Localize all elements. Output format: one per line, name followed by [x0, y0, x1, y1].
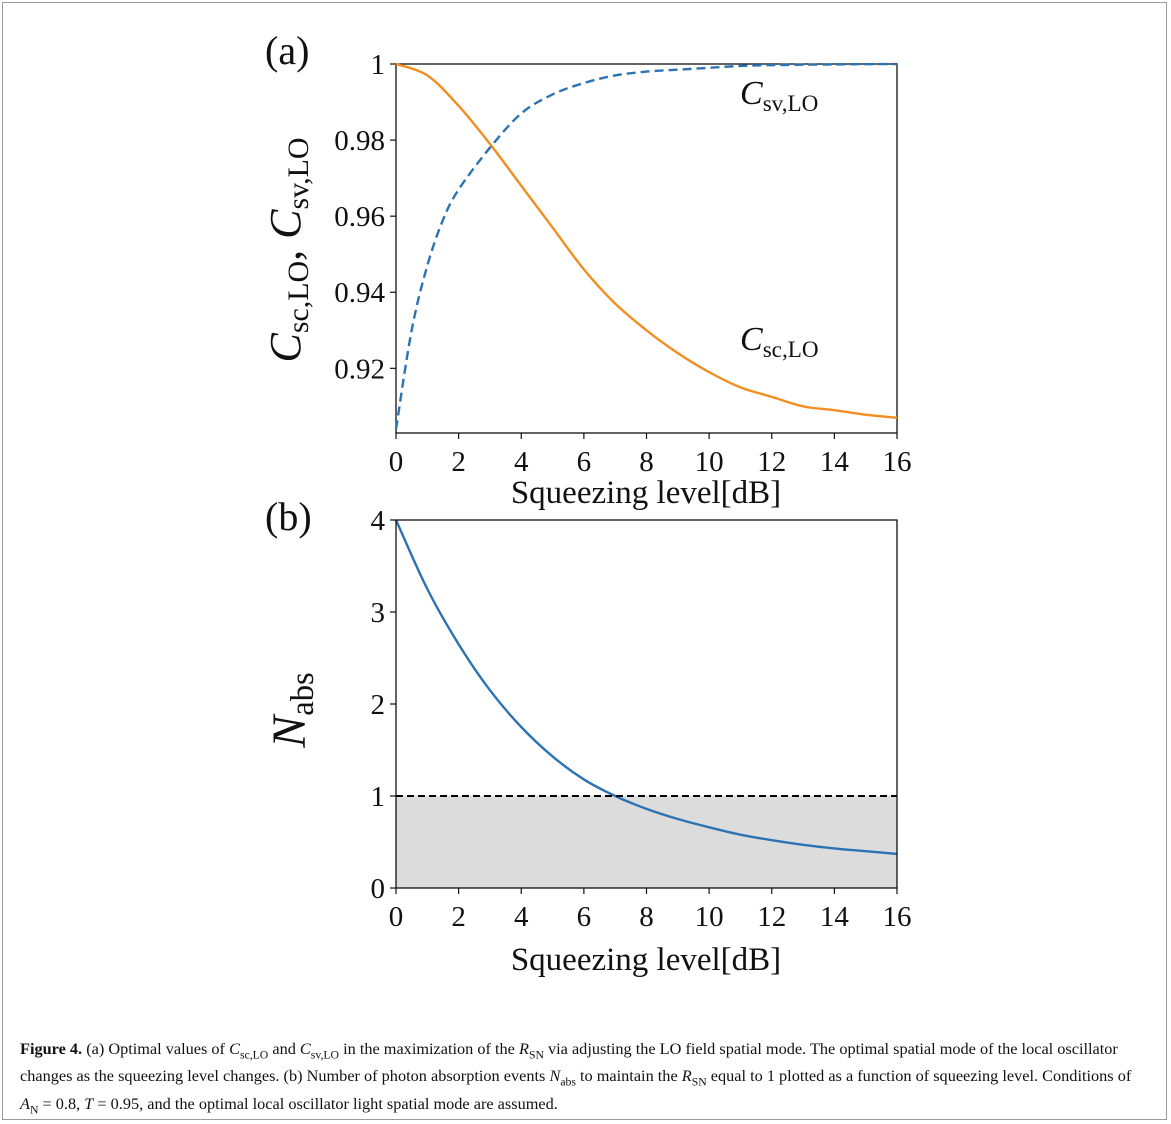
caption-c-sub-sv: sv,LO: [310, 1048, 340, 1062]
caption-text-7: , and the optimal local oscillator light…: [139, 1093, 558, 1113]
caption-r-sub: SN: [528, 1048, 544, 1062]
caption-r-sub-2: SN: [691, 1075, 707, 1089]
panel-b-ytick-label: 3: [371, 597, 386, 629]
caption-n-symbol: N: [549, 1066, 561, 1086]
caption-n-sub: abs: [560, 1075, 576, 1089]
panel-b-xtick-label: 6: [577, 901, 592, 933]
caption-text-5: to maintain the: [580, 1066, 682, 1086]
panel-b-ytick-label: 4: [371, 505, 386, 537]
panel-a-xtick-label: 4: [514, 446, 529, 478]
panel-a-label: (a): [265, 28, 309, 73]
panel-a-ytick-label: 0.92: [334, 353, 385, 385]
caption-r-symbol: R: [518, 1039, 529, 1058]
panel-b-label: (b): [265, 494, 312, 539]
panel-a-lines: [394, 62, 898, 430]
panel-a-ytick-label: 0.96: [334, 201, 385, 233]
panel-a-ticks: 0 2 4 6 8 10 12 14 16 0.92 0.94 0.96 0.98 1: [334, 49, 911, 478]
caption-t-symbol: T: [84, 1093, 94, 1113]
caption-a-value: = 0.8,: [38, 1093, 85, 1113]
panel-b-xtick-label: 16: [883, 901, 912, 933]
panel-a-series-line-1: [395, 62, 898, 419]
caption-a-symbol: A: [20, 1093, 30, 1113]
panel-b-lines: [394, 519, 898, 856]
panel-a: (a) 0 2 4 6 8 10 12 14 16 0.92 0.94 0.96 0.98 1 Squee…: [261, 28, 912, 511]
caption-c-symbol-2: C: [299, 1039, 311, 1058]
panel-b-ylabel: Nabs: [263, 672, 321, 749]
panel-b-xtick-label: 4: [514, 901, 529, 933]
panel-b-xtick-label: 12: [757, 901, 786, 933]
panel-b-xtick-label: 0: [389, 901, 404, 933]
caption-text-3: in the maximization of the: [343, 1039, 519, 1058]
panel-a-xlabel: Squeezing level[dB]: [511, 475, 781, 511]
panel-a-xtick-label: 0: [389, 446, 404, 478]
panel-a-ytick-label: 0.94: [334, 277, 385, 309]
panel-a-ytick-label: 0.98: [334, 125, 385, 157]
caption-r-symbol-2: R: [681, 1066, 692, 1086]
panel-a-xtick-label: 8: [639, 446, 654, 478]
panel-a-xtick-label: 10: [695, 446, 724, 478]
panel-a-xtick-label: 2: [451, 446, 466, 478]
panel-a-xtick-label: 16: [883, 446, 912, 478]
caption-text-1: (a) Optimal values of: [86, 1039, 230, 1058]
caption-t-value: = 0.95: [93, 1093, 140, 1113]
panel-a-xtick-label: 12: [757, 446, 786, 478]
panel-b-xtick-label: 8: [639, 901, 654, 933]
panel-a-xtick-label: 6: [577, 446, 592, 478]
panel-a-xtick-label: 14: [820, 446, 850, 478]
panel-b-shaded-region: [396, 796, 897, 888]
caption-figure-label: Figure 4.: [20, 1039, 83, 1058]
caption-c-sub-sc: sc,LO: [239, 1048, 269, 1062]
series-label-csv: Csv,LO: [740, 75, 818, 117]
caption-a-sub: N: [29, 1102, 39, 1116]
panel-b-xtick-label: 2: [451, 901, 466, 933]
caption-c-symbol: C: [229, 1039, 240, 1058]
panel-b-ytick-label: 2: [371, 689, 386, 721]
panel-b-ytick-label: 1: [371, 781, 386, 813]
figure-svg: (a) 0 2 4 6 8 10 12 14 160.920.940.960.981 Squee…: [261, 28, 912, 978]
panel-b-series-line-1: [394, 519, 898, 856]
panel-a-series-line-2: [394, 62, 898, 430]
panel-a-ytick-label: 1: [371, 49, 386, 81]
panel-b-xlabel: Squeezing level[dB]: [511, 942, 781, 978]
panel-b-xtick-label: 14: [820, 901, 850, 933]
panel-b-plot-area: [395, 519, 898, 889]
panel-b-xtick-label: 10: [695, 901, 724, 933]
caption-text-6: equal to 1 plotted as a function of sque…: [710, 1066, 1132, 1086]
caption-text-2: and: [272, 1039, 300, 1058]
figure-caption: Figure 4. (a) Optimal values of Csc,LO a…: [20, 1038, 1145, 1120]
caption-text-4: via adjusting the LO field spatial mode.…: [20, 1039, 1118, 1086]
series-label-csc: Csc,LO: [740, 321, 819, 363]
panel-b-ytick-label: 0: [371, 873, 386, 905]
panel-a-ylabel: Csc,LO, Csv,LO: [261, 138, 315, 363]
